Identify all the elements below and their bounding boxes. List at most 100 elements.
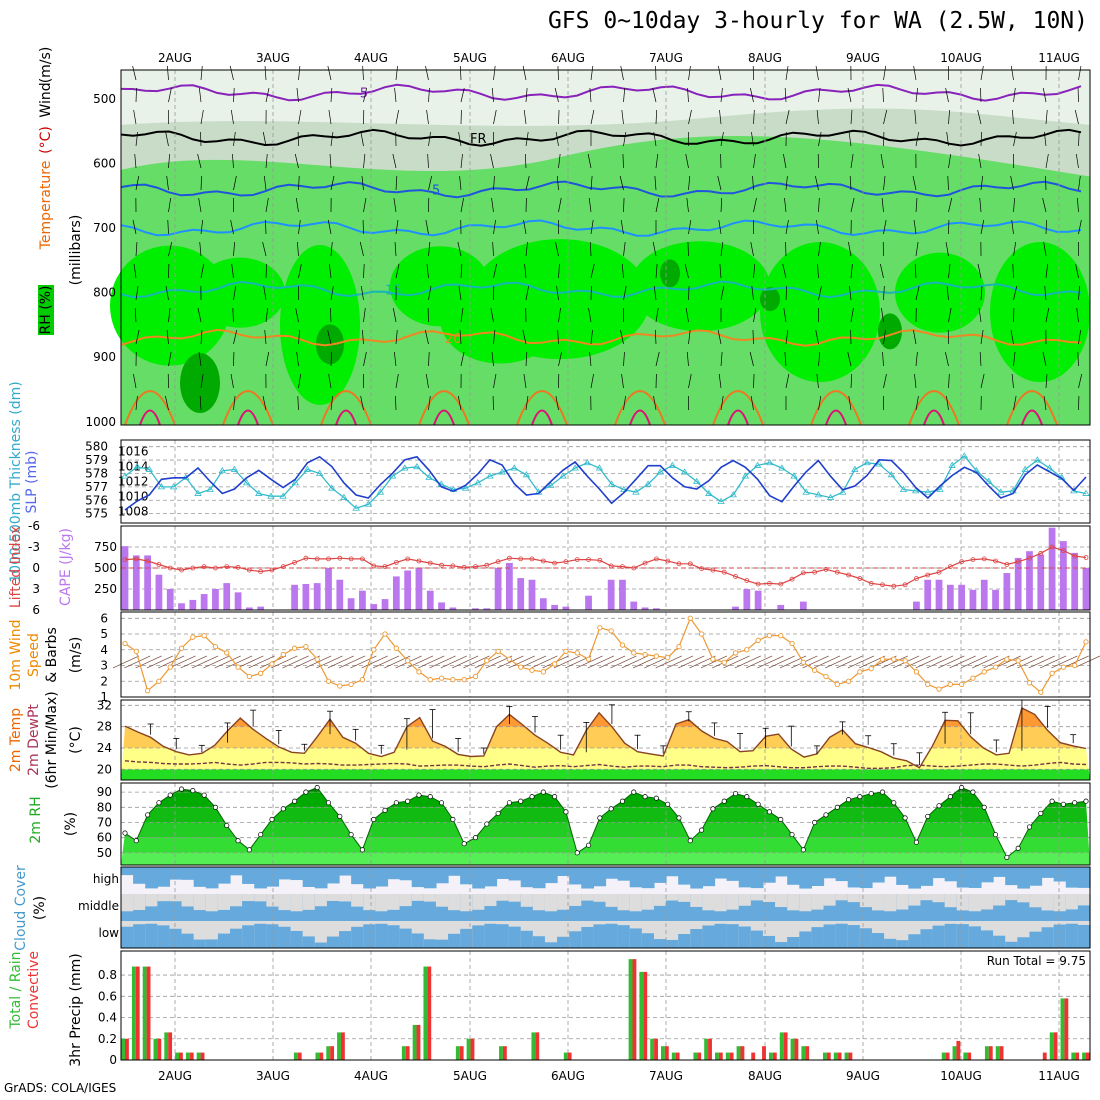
wind-barb — [587, 153, 592, 169]
wind-barb — [980, 219, 985, 235]
wind-barb — [589, 87, 592, 103]
cloud-high — [908, 867, 922, 889]
cloud-mid-gap — [423, 894, 437, 902]
y-tick-label: 6 — [32, 603, 40, 617]
y-tick-label: 3 — [32, 582, 40, 596]
chart-title: GFS 0~10day 3-hourly for WA (2.5W, 10N) — [547, 8, 1088, 34]
wind-barb — [112, 655, 140, 669]
wind-barb — [424, 329, 429, 345]
cloud-low — [254, 923, 267, 948]
rh-point — [1038, 810, 1044, 816]
wind-barb — [165, 395, 169, 411]
thickness-point — [364, 500, 372, 507]
isotherm-line — [712, 390, 764, 426]
cape-bar — [1060, 541, 1067, 610]
cape-bar — [551, 604, 559, 610]
thickness-point — [194, 489, 202, 496]
wind-barb — [555, 241, 559, 257]
rh-point — [1060, 801, 1066, 807]
wind-barb — [1011, 219, 1014, 235]
precip-conv-bar — [988, 1046, 993, 1060]
precip-conv-bar — [135, 966, 140, 1060]
wind-speed-point — [291, 645, 298, 651]
rh-point — [1004, 854, 1010, 860]
cloud-mid-gap — [121, 894, 134, 912]
precip-conv-bar — [708, 1038, 712, 1060]
wind-barb — [233, 285, 237, 301]
cape-bar — [652, 608, 660, 610]
y-tick-label: 576 — [85, 493, 108, 507]
wind-barb — [490, 307, 494, 323]
wind-barb — [525, 241, 528, 257]
wind-barb — [165, 131, 169, 147]
wind-barb — [719, 109, 722, 125]
cloud-low — [653, 939, 667, 948]
cloud-high — [884, 867, 897, 877]
lifted-index-point — [947, 564, 953, 569]
cape-bar — [404, 570, 412, 610]
cloud-high — [641, 867, 655, 889]
rh-point — [235, 838, 241, 844]
wind-barb — [847, 87, 852, 103]
cloud-mid-gap — [605, 894, 619, 907]
lifted-index-point — [981, 556, 987, 562]
wind-barb — [362, 65, 364, 81]
cloud-low — [569, 931, 582, 948]
wind-barb — [825, 655, 852, 669]
y-tick-label: 28 — [97, 720, 112, 734]
wind-barb — [233, 395, 236, 411]
wind-barb — [753, 153, 756, 169]
wind-barb — [265, 219, 267, 235]
wind-barb — [457, 395, 462, 411]
wind-barb — [915, 87, 919, 103]
wind-speed-point — [303, 643, 309, 650]
precip-conv-bar — [567, 1052, 572, 1060]
wind-speed-point — [619, 642, 626, 648]
wind-barb — [460, 351, 465, 367]
bottom-date-label: 4AUG — [354, 1069, 388, 1083]
cloud-low — [896, 940, 909, 948]
cloud-mid-gap — [266, 894, 280, 907]
wind-barb — [452, 655, 479, 669]
cloud-high — [484, 867, 498, 887]
rh-band-moist — [990, 242, 1090, 383]
wind-barb — [264, 329, 267, 345]
rh-point — [382, 807, 388, 813]
wind-barb — [363, 263, 365, 279]
thickness-point — [680, 468, 689, 475]
cloud-mid-gap — [641, 894, 655, 910]
wind-barb — [688, 219, 692, 235]
wind-barb — [525, 395, 529, 411]
cloud-high — [448, 867, 461, 876]
cloud-low — [1005, 941, 1018, 948]
cloud-low — [399, 928, 413, 948]
wind-barb — [497, 655, 524, 669]
wind-barb — [384, 655, 411, 669]
cloud-high — [762, 867, 776, 883]
cape-bar — [630, 601, 638, 610]
precip-conv-bar — [762, 1046, 766, 1060]
isotherm-line — [237, 409, 259, 426]
wind-speed-point — [1015, 658, 1021, 664]
wind-barb — [785, 329, 789, 345]
wind-barb — [977, 109, 982, 125]
y-tick-label: 0.4 — [98, 1011, 117, 1025]
wind-barb — [395, 65, 398, 81]
thickness-point — [729, 491, 737, 498]
lifted-index-point — [699, 566, 704, 572]
cloud-high — [787, 867, 800, 885]
isotherm-line — [810, 390, 862, 426]
cape-bar — [607, 579, 615, 610]
wind-barb — [621, 109, 624, 125]
rh-point — [484, 821, 490, 827]
isotherm-label: 20 — [445, 332, 462, 347]
cloud-high — [460, 867, 473, 885]
thickness-point — [328, 484, 336, 491]
y-axis-label: (°C) — [68, 726, 84, 754]
precip-conv-bar — [999, 1046, 1004, 1060]
rh-point — [653, 795, 659, 801]
wind-speed-point — [224, 650, 230, 656]
thickness-point — [340, 493, 348, 500]
rh-point — [1083, 798, 1089, 804]
wind-speed-point — [190, 634, 196, 640]
